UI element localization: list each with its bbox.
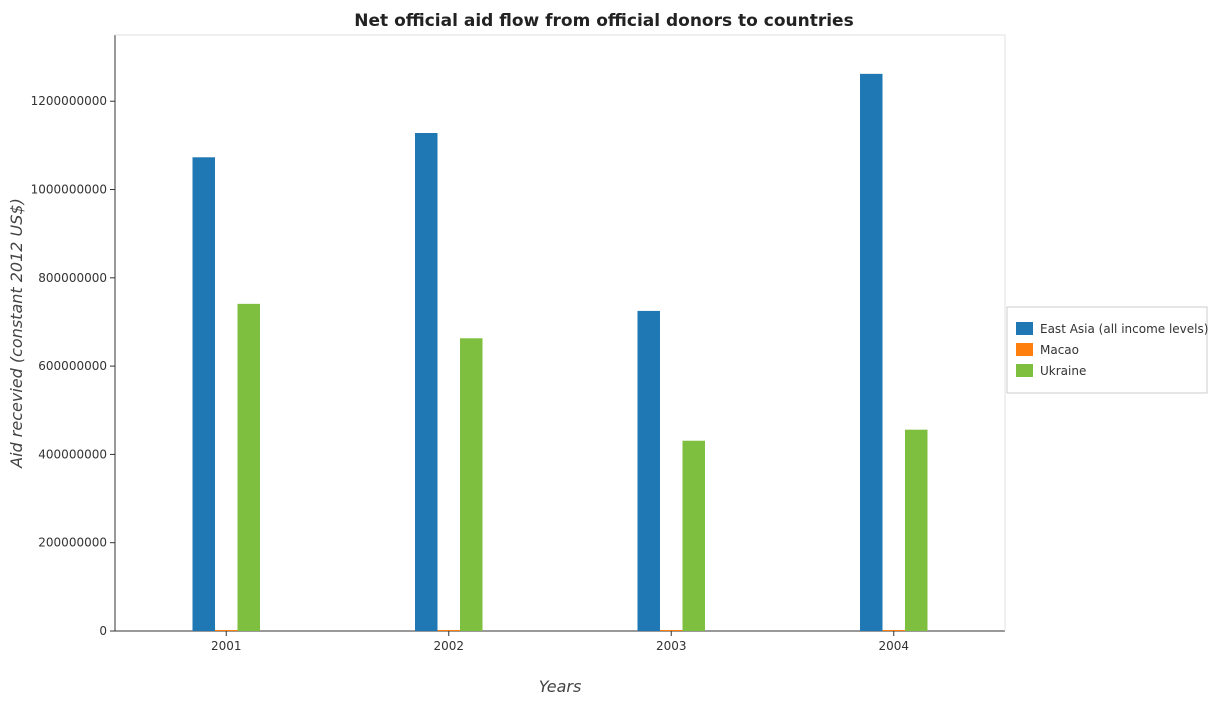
legend-box xyxy=(1006,306,1208,394)
plot-background xyxy=(115,35,1005,631)
x-tick-label: 2001 xyxy=(211,639,242,653)
legend-label: Macao xyxy=(1040,343,1079,357)
y-tick-label: 800000000 xyxy=(38,271,107,285)
x-tick-label: 2004 xyxy=(878,639,909,653)
legend-label: East Asia (all income levels) xyxy=(1040,322,1208,336)
bar-east-asia-all-income-levels--2001 xyxy=(192,157,215,631)
plot-area xyxy=(114,34,1006,632)
y-axis-label: Aid recevied (constant 2012 US$) xyxy=(7,198,26,469)
x-axis-ticks: 2001 2002 2003 2004 xyxy=(211,631,909,653)
bar-macao-2001 xyxy=(215,630,238,631)
bar-ukraine-2002 xyxy=(460,338,483,631)
bar-macao-2004 xyxy=(882,630,905,631)
y-axis-ticks: 0 200000000 400000000 600000000 800000000 100… xyxy=(31,94,115,638)
bar-east-asia-all-income-levels--2003 xyxy=(637,310,660,631)
y-tick-label: 1200000000 xyxy=(31,94,107,108)
chart-title: Net official aid flow from official dono… xyxy=(354,11,853,31)
bar-east-asia-all-income-levels--2004 xyxy=(860,73,883,632)
bar-ukraine-2001 xyxy=(237,303,260,631)
x-axis-label: Years xyxy=(539,677,582,696)
bar-ukraine-2004 xyxy=(905,429,928,631)
y-tick-label: 0 xyxy=(99,624,107,638)
bar-macao-2003 xyxy=(660,630,683,631)
x-tick-label: 2002 xyxy=(433,639,464,653)
legend-label: Ukraine xyxy=(1040,364,1086,378)
y-tick-label: 400000000 xyxy=(38,447,107,461)
legend-swatch xyxy=(1016,364,1033,377)
bar-ukraine-2003 xyxy=(682,440,705,631)
legend-swatch xyxy=(1016,322,1033,335)
x-tick-label: 2003 xyxy=(656,639,687,653)
y-tick-label: 600000000 xyxy=(38,359,107,373)
y-tick-label: 1000000000 xyxy=(31,183,107,197)
bars xyxy=(192,73,928,632)
y-tick-label: 200000000 xyxy=(38,536,107,550)
legend-swatch xyxy=(1016,343,1033,356)
bar-macao-2002 xyxy=(437,630,460,631)
bar-east-asia-all-income-levels--2002 xyxy=(415,133,438,631)
legend: East Asia (all income levels) Macao Ukrain… xyxy=(1006,306,1208,394)
